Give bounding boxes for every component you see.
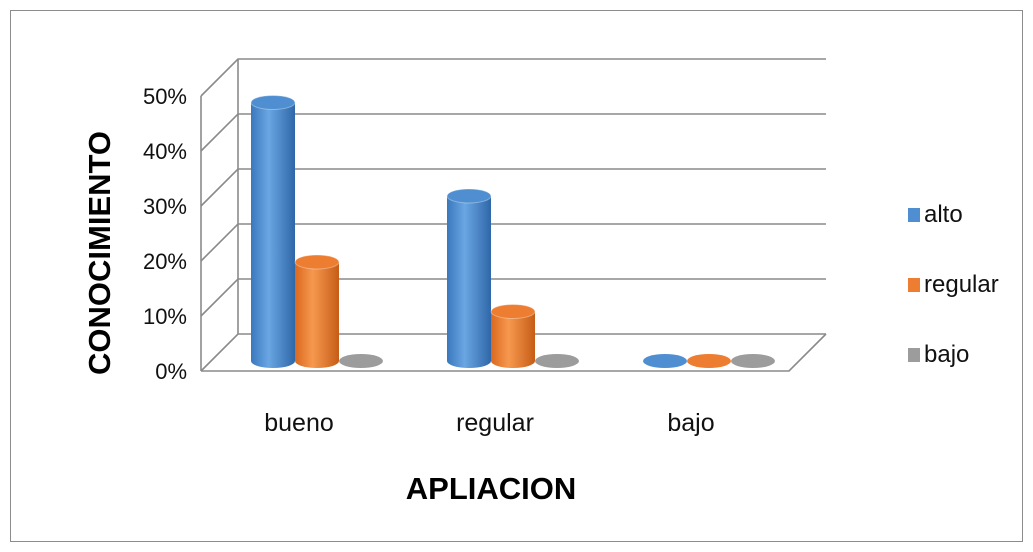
bar-bueno-alto bbox=[250, 95, 296, 368]
bar-bajo-regular bbox=[687, 354, 731, 368]
legend: alto regular bajo bbox=[908, 201, 999, 368]
x-tick-label: regular bbox=[456, 409, 534, 437]
y-tick-label: 10% bbox=[143, 304, 187, 329]
bar-bueno-regular bbox=[294, 254, 340, 368]
y-axis-title: CONOCIMIENTO bbox=[82, 131, 117, 375]
bar-regular-alto bbox=[446, 188, 492, 368]
legend-label: alto bbox=[924, 201, 963, 228]
gridline bbox=[200, 113, 826, 152]
gridline bbox=[200, 168, 826, 207]
floor-edge bbox=[201, 333, 827, 372]
bar-bueno-bajo bbox=[339, 354, 383, 368]
chart-frame: 0% 10% 20% 30% 40% 50% bueno regular bajo APLIA… bbox=[10, 10, 1023, 542]
y-tick-label: 20% bbox=[143, 249, 187, 274]
x-tick-label: bueno bbox=[264, 409, 334, 437]
gridline bbox=[200, 333, 826, 372]
gridline bbox=[200, 58, 826, 97]
bar-regular-regular bbox=[490, 304, 536, 368]
grid-lines bbox=[200, 58, 827, 372]
x-tick-label: bajo bbox=[667, 409, 714, 437]
gridline bbox=[200, 278, 826, 317]
legend-swatch bbox=[908, 208, 920, 222]
legend-item-regular: regular bbox=[908, 271, 999, 298]
bars bbox=[250, 95, 775, 368]
legend-label: bajo bbox=[924, 341, 969, 368]
bar-regular-bajo bbox=[535, 354, 579, 368]
y-tick-label: 40% bbox=[143, 139, 187, 164]
legend-item-bajo: bajo bbox=[908, 341, 969, 368]
y-tick-label: 0% bbox=[155, 359, 187, 384]
gridline bbox=[200, 223, 826, 262]
y-tick-label: 50% bbox=[143, 84, 187, 109]
bar-bajo-alto bbox=[643, 354, 687, 368]
legend-swatch bbox=[908, 278, 920, 292]
legend-swatch bbox=[908, 348, 920, 362]
legend-label: regular bbox=[924, 271, 999, 298]
x-axis-ticks: bueno regular bajo bbox=[264, 409, 714, 437]
bar-bajo-bajo bbox=[731, 354, 775, 368]
bar-chart: 0% 10% 20% 30% 40% 50% bueno regular bajo APLIA… bbox=[82, 58, 999, 506]
legend-item-alto: alto bbox=[908, 201, 963, 228]
y-axis-ticks: 0% 10% 20% 30% 40% 50% bbox=[143, 84, 187, 384]
y-tick-label: 30% bbox=[143, 194, 187, 219]
x-axis-title: APLIACION bbox=[406, 471, 577, 506]
